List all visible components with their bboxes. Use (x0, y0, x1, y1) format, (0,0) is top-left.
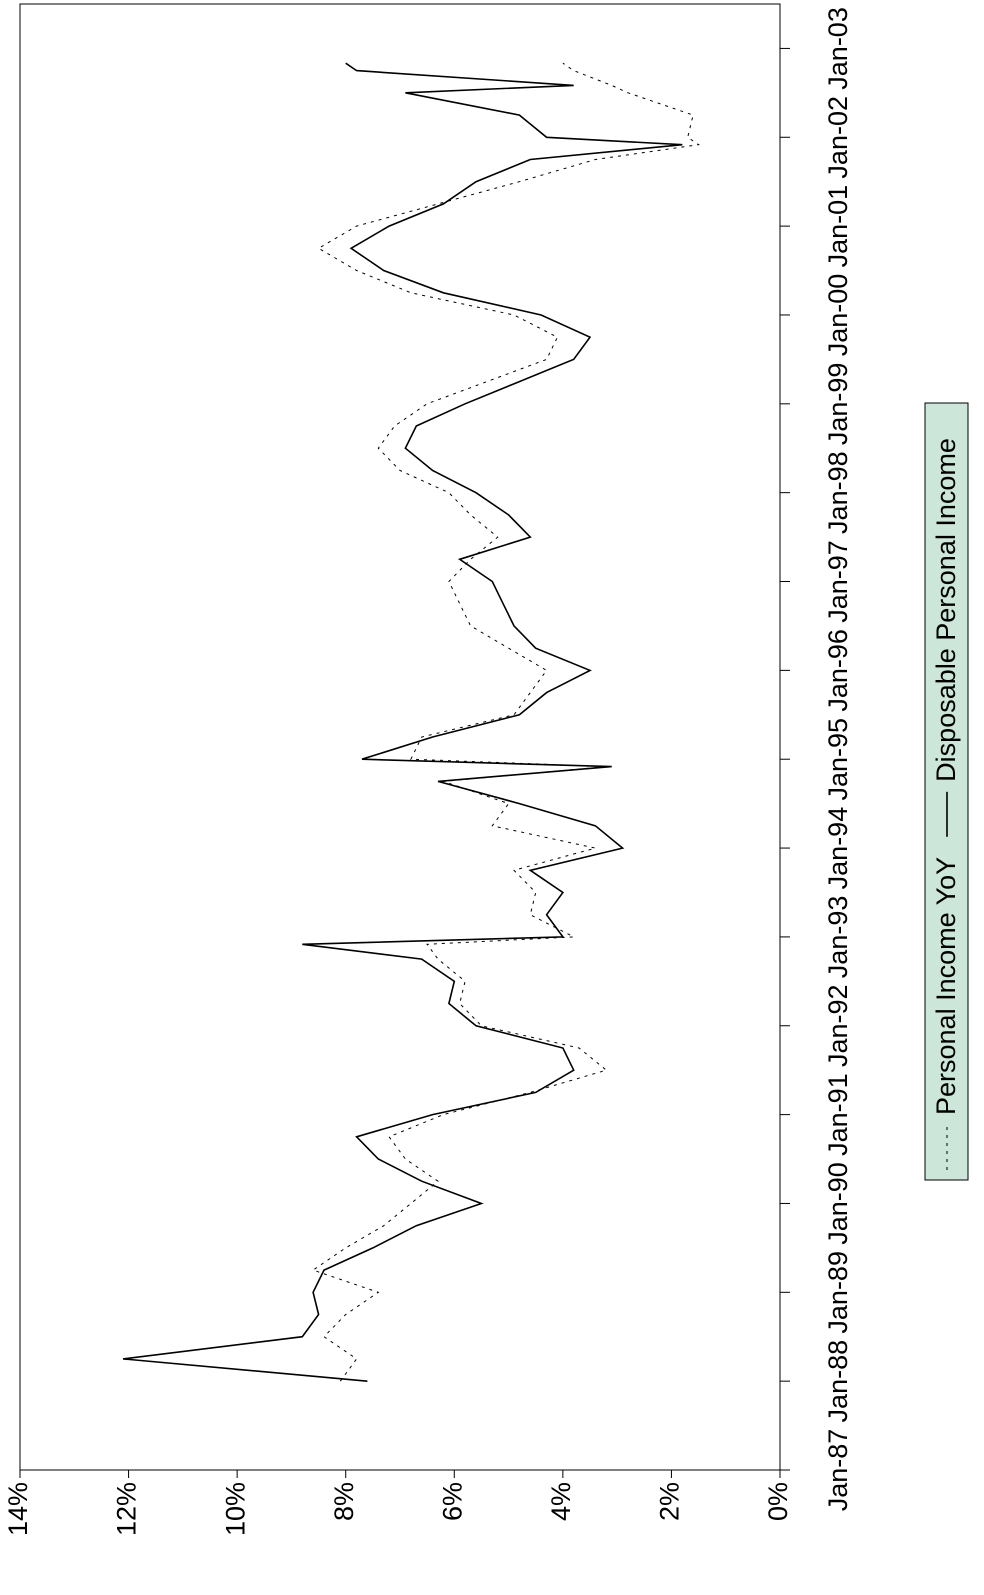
x-tick-label: Jan-97 (823, 540, 853, 623)
x-tick-label: Jan-88 (823, 1340, 853, 1423)
x-tick-label: Jan-98 (823, 451, 853, 534)
y-tick-label: 10% (220, 1482, 250, 1536)
y-tick-label: 12% (112, 1482, 142, 1536)
x-tick-label: Jan-00 (823, 274, 853, 357)
x-tick-label: Jan-96 (823, 629, 853, 712)
series-line (311, 62, 700, 1382)
legend: Personal Income YoY Disposable Personal I… (924, 402, 969, 1181)
x-tick-label: Jan-99 (823, 363, 853, 446)
y-tick-label: 4% (546, 1482, 576, 1521)
y-tick-label: 8% (329, 1482, 359, 1521)
x-tick-label: Jan-02 (823, 96, 853, 179)
x-tick-label: Jan-92 (823, 984, 853, 1067)
x-tick-label: Jan-01 (823, 185, 853, 268)
y-tick-label: 6% (437, 1482, 467, 1521)
legend-label: Personal Income YoY (931, 857, 961, 1115)
x-tick-label: Jan-03 (823, 7, 853, 90)
rotated-chart: 0% 2% 4% 6% 8% 10% 12% 14% Jan-87 Jan-88 Jan-89 Jan… (3, 3, 969, 1536)
legend-box (924, 402, 969, 1181)
y-tick-label: 2% (655, 1482, 685, 1521)
plot-frame (19, 3, 781, 1471)
x-tick-label: Jan-94 (823, 807, 853, 890)
x-tick-label: Jan-89 (823, 1251, 853, 1334)
y-tick-label: 14% (3, 1482, 33, 1536)
series-line (123, 62, 683, 1382)
x-tick-label: Jan-93 (823, 896, 853, 979)
x-tick-label: Jan-87 (823, 1429, 853, 1512)
legend-label: Disposable Personal Income (931, 438, 961, 782)
y-tick-label: 0% (763, 1482, 793, 1521)
x-tick-label: Jan-90 (823, 1162, 853, 1245)
x-tick-label: Jan-95 (823, 718, 853, 801)
x-tick-label: Jan-91 (823, 1073, 853, 1156)
